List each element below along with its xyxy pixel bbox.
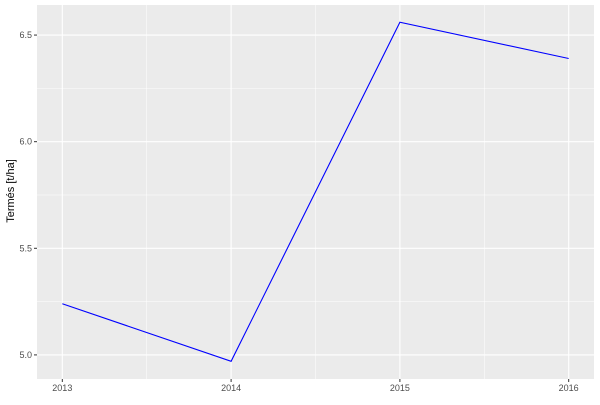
- series-layer: [62, 21, 569, 362]
- y-axis-label: Termés [t/ha]: [5, 159, 17, 223]
- y-tick-label: 5.5: [19, 243, 32, 253]
- x-tick-label: 2013: [52, 383, 72, 393]
- y-tick-label: 5.0: [19, 350, 32, 360]
- series-line: [62, 21, 569, 362]
- axes: 5.0 5.5 6.0 6.5 2013 2014 2015 2016: [19, 30, 578, 393]
- y-tick-label: 6.0: [19, 137, 32, 147]
- grid-lines: [37, 5, 594, 379]
- y-tick-label: 6.5: [19, 30, 32, 40]
- x-tick-label: 2014: [221, 383, 241, 393]
- x-tick-label: 2016: [559, 383, 579, 393]
- x-tick-label: 2015: [390, 383, 410, 393]
